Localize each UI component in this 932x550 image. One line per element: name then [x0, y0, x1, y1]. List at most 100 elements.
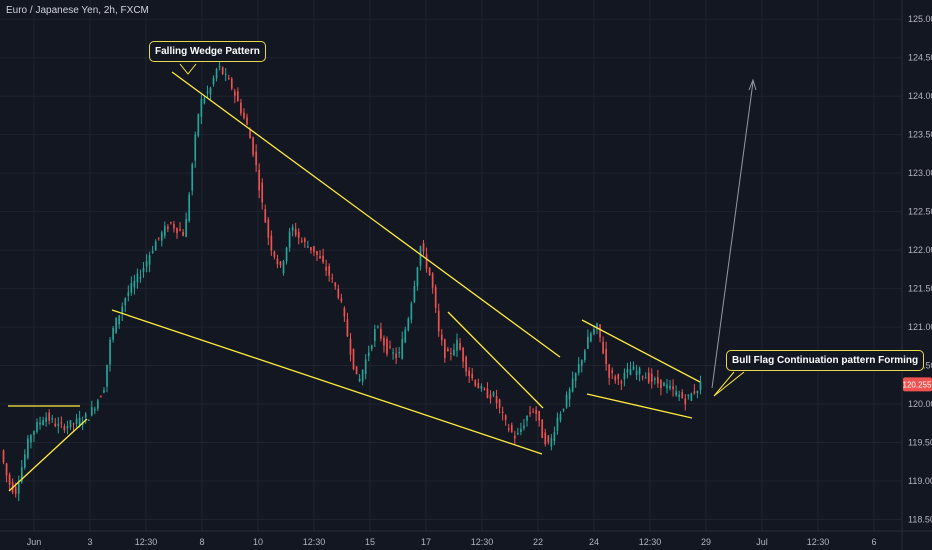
x-tick-label: 6: [871, 537, 876, 547]
candle-body: [614, 376, 617, 381]
candle-body: [78, 417, 81, 426]
falling-wedge-annotation[interactable]: Falling Wedge Pattern: [149, 41, 266, 62]
candle-body: [547, 435, 550, 443]
candle-body: [42, 420, 44, 425]
candle-body: [328, 266, 331, 276]
candle-body: [392, 352, 394, 354]
candle-body: [574, 372, 577, 381]
candle-body: [100, 396, 102, 398]
candle-body: [410, 303, 413, 320]
candle-body: [653, 378, 656, 381]
candle-body: [681, 392, 684, 399]
candle-body: [173, 224, 175, 229]
x-tick-label: 12:30: [135, 537, 158, 547]
candles-layer: [2, 61, 702, 502]
candle-body: [203, 98, 206, 104]
candle-body: [504, 415, 507, 420]
candle-body: [185, 219, 187, 237]
candle-body: [93, 408, 96, 411]
candle-body: [364, 359, 367, 375]
bull-flag-annotation[interactable]: Bull Flag Continuation pattern Forming: [726, 350, 925, 371]
candle-body: [197, 114, 200, 136]
x-tick-label: 12:30: [303, 537, 326, 547]
candle-body: [583, 350, 586, 361]
candle-body: [587, 336, 589, 349]
candle-body: [218, 65, 221, 67]
x-tick-label: 29: [701, 537, 711, 547]
flag-callout-pointer: [713, 371, 745, 397]
candle-body: [413, 285, 416, 302]
candle-body: [255, 151, 257, 166]
candle-body: [590, 333, 592, 342]
candle-body: [437, 310, 440, 332]
candle-body: [532, 411, 534, 413]
candle-body: [276, 258, 279, 265]
last-price-label-bg: [903, 377, 932, 392]
candle-body: [663, 382, 665, 387]
consolidation-bottom-line: [8, 418, 88, 492]
candle-body: [349, 338, 352, 355]
candle-body: [267, 219, 270, 238]
candle-body: [386, 338, 388, 355]
bull-flag-top-line: [581, 319, 701, 383]
y-tick-label: 123.500: [908, 130, 932, 140]
candle-body: [87, 419, 90, 421]
candle-body: [373, 329, 376, 342]
candle-body: [148, 255, 151, 265]
candle-body: [243, 112, 245, 118]
candle-body: [498, 399, 501, 408]
candle-body: [2, 450, 5, 463]
candle-body: [206, 91, 209, 94]
symbol-title[interactable]: Euro / Japanese Yen, 2h, FXCM: [6, 5, 149, 16]
candle-body: [526, 415, 528, 421]
candle-body: [240, 102, 242, 114]
candle-body: [577, 363, 580, 373]
candle-body: [431, 273, 434, 288]
candle-body: [170, 222, 172, 224]
x-tick-label: 24: [589, 537, 599, 547]
candle-body: [553, 432, 556, 442]
candle-body: [608, 364, 611, 378]
candle-body: [507, 428, 510, 430]
candle-body: [361, 369, 364, 382]
candle-body: [249, 130, 251, 139]
candle-body: [237, 91, 239, 102]
candle-body: [121, 306, 124, 314]
inner-channel-line: [447, 311, 544, 409]
candle-body: [459, 343, 461, 350]
candle-body: [544, 432, 547, 445]
candle-body: [647, 372, 650, 383]
candle-body: [288, 231, 291, 248]
x-tick-label: Jun: [27, 537, 42, 547]
candle-body: [428, 267, 431, 276]
x-tick-label: 22: [533, 537, 543, 547]
candle-body: [687, 394, 690, 397]
candle-body: [383, 337, 385, 346]
x-tick-label: 12:30: [471, 537, 494, 547]
candle-body: [596, 323, 598, 330]
candle-body: [486, 388, 489, 398]
candle-body: [188, 194, 191, 221]
candle-body: [5, 463, 8, 476]
candle-body: [346, 319, 349, 337]
candle-body: [194, 134, 197, 161]
candle-body: [644, 377, 647, 379]
wedge-callout-pointer: [179, 63, 197, 75]
candle-body: [395, 353, 397, 359]
candle-body: [602, 341, 604, 354]
candle-body: [377, 326, 379, 328]
candle-body: [124, 298, 127, 306]
candle-body: [468, 370, 471, 377]
candle-body: [696, 390, 699, 394]
candle-body: [72, 423, 75, 425]
candle-body: [352, 348, 355, 370]
candle-body: [176, 227, 178, 234]
falling-wedge-support: [111, 309, 543, 455]
candle-body: [145, 260, 148, 267]
candle-body: [179, 229, 181, 231]
candle-body: [39, 422, 41, 425]
candle-body: [23, 454, 26, 468]
candle-body: [355, 366, 358, 375]
candle-body: [638, 368, 641, 375]
